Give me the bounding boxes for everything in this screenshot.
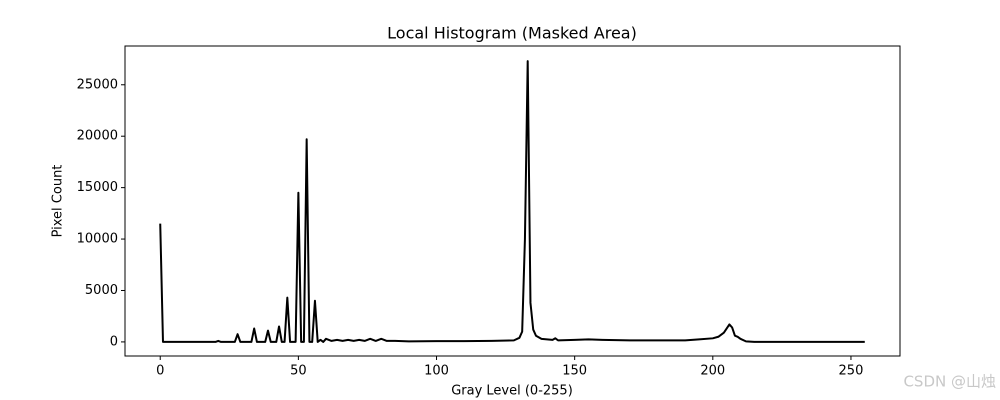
chart-title: Local Histogram (Masked Area)	[387, 24, 637, 43]
y-tick-label: 10000	[77, 232, 118, 247]
x-tick-label: 200	[700, 364, 725, 379]
x-tick-label: 100	[424, 364, 449, 379]
y-axis-label: Pixel Count	[51, 165, 66, 238]
x-tick-label: 150	[562, 364, 587, 379]
x-tick-label: 250	[839, 364, 864, 379]
y-tick-label: 5000	[85, 283, 118, 298]
x-axis-label: Gray Level (0-255)	[451, 384, 573, 399]
data-line	[159, 60, 865, 343]
y-tick-label: 0	[110, 334, 118, 349]
y-tick-label: 20000	[77, 129, 118, 144]
y-tick-label: 25000	[77, 77, 118, 92]
watermark: CSDN @山烛	[903, 373, 996, 391]
x-tick-label: 50	[290, 364, 307, 379]
plot-frame	[124, 45, 901, 357]
x-tick-label: 0	[156, 364, 164, 379]
y-tick-label: 15000	[77, 180, 118, 195]
